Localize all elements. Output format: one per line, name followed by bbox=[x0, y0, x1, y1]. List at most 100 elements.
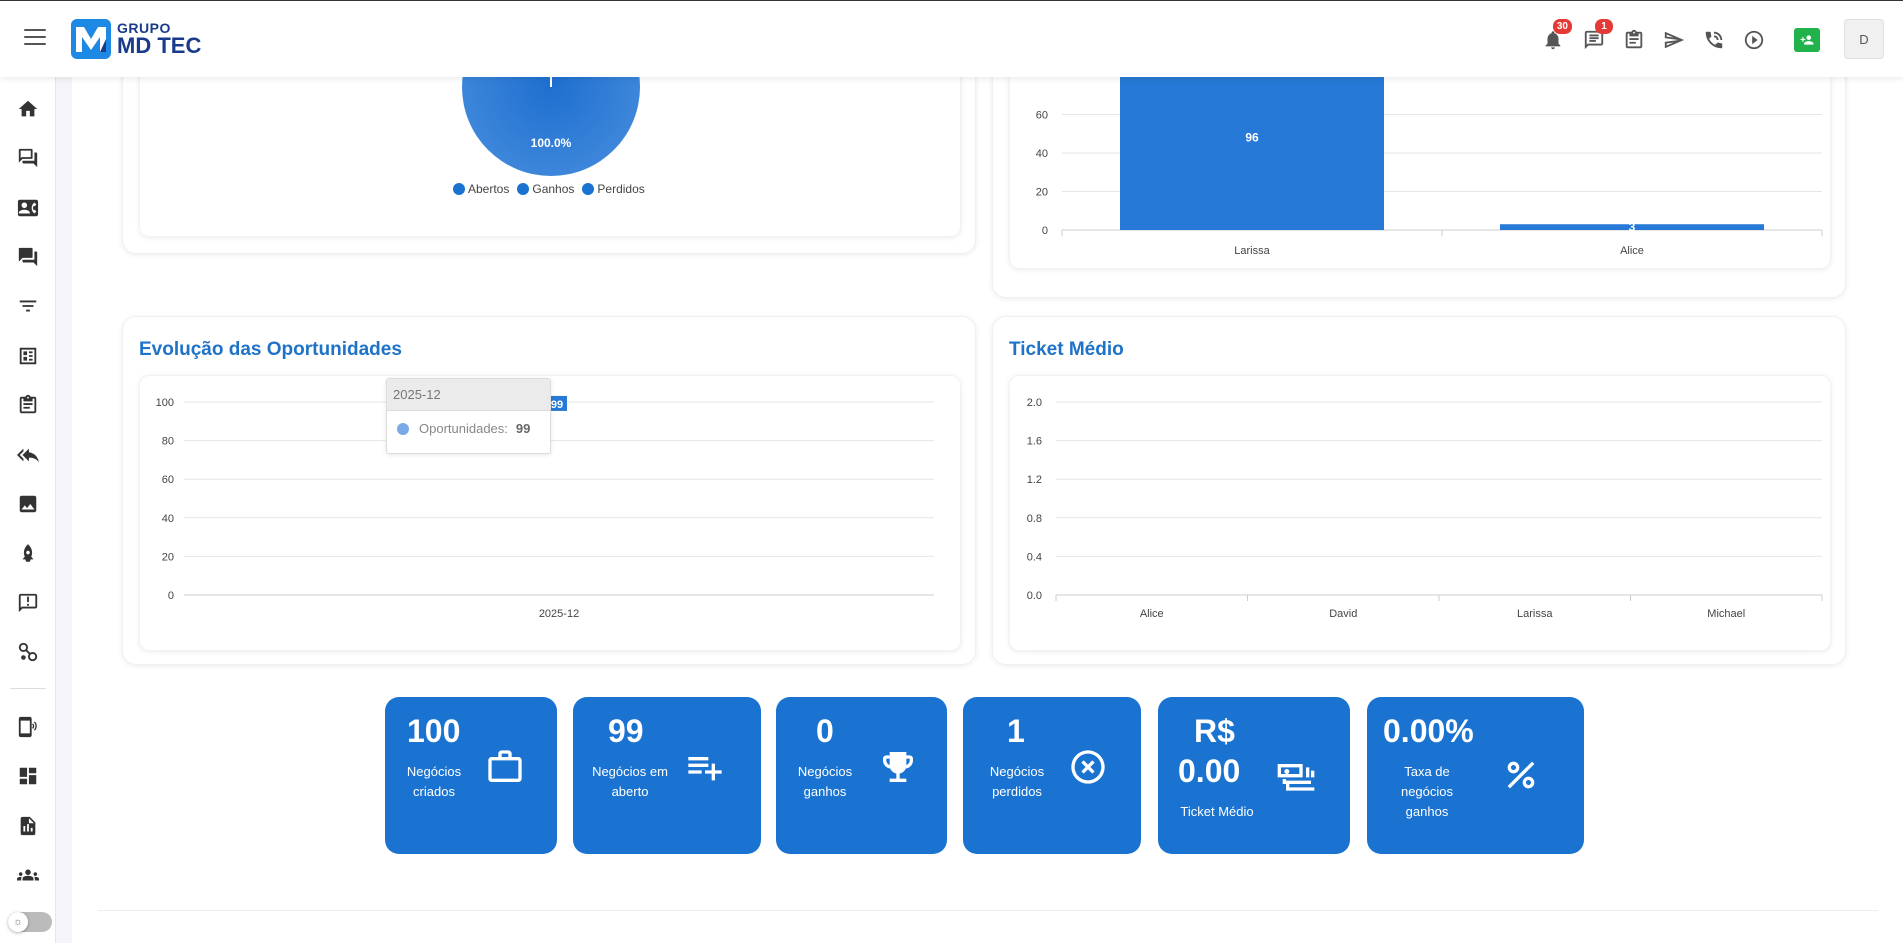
phone-icon bbox=[1705, 31, 1723, 49]
kpi-label: Ticket Médio bbox=[1172, 802, 1262, 822]
main-content: 100.0% Abertos Ganhos Perdidos 0 20 40 60 96… bbox=[72, 0, 1903, 943]
bar[interactable] bbox=[1500, 224, 1764, 230]
sidebar-item-reports[interactable] bbox=[14, 812, 42, 840]
y-tick-label: 0.8 bbox=[1027, 513, 1042, 525]
legend-label-abertos: Abertos bbox=[468, 182, 510, 196]
percent-icon bbox=[1501, 755, 1541, 795]
kpi-label-line: Negócios bbox=[989, 764, 1045, 779]
playlist-add-icon bbox=[685, 747, 725, 787]
logo-mark-icon bbox=[71, 19, 111, 59]
evolution-panel: Evolução das Oportunidades 0 20 40 60 80 100 2… bbox=[122, 316, 976, 665]
sidebar-item-integrations[interactable] bbox=[14, 638, 42, 666]
groups-icon bbox=[17, 869, 39, 881]
calls-button[interactable] bbox=[1701, 27, 1727, 53]
legend-item-perdidos[interactable]: Perdidos bbox=[582, 182, 645, 196]
x-tick-label: Alice bbox=[1140, 608, 1164, 620]
x-tick-label: David bbox=[1329, 608, 1357, 620]
tooltip-title: 2025-12 bbox=[387, 379, 550, 411]
sidebar-item-chat[interactable] bbox=[14, 144, 42, 172]
sidebar-item-quick-replies[interactable] bbox=[14, 441, 42, 469]
notifications-button[interactable]: 30 bbox=[1540, 19, 1572, 53]
kpi-card-taxa-ganhos[interactable]: 0.00% Taxa de negócios ganhos bbox=[1367, 697, 1584, 854]
kpi-label: Negócios em aberto bbox=[585, 762, 675, 802]
tooltip-value: 99 bbox=[515, 421, 531, 436]
theme-toggle[interactable]: ☼ bbox=[8, 912, 52, 932]
legend-item-abertos[interactable]: Abertos bbox=[453, 182, 509, 196]
image-icon bbox=[19, 495, 37, 513]
kpi-card-em-aberto[interactable]: 99 Negócios em aberto bbox=[573, 697, 761, 854]
sidebar-item-media[interactable] bbox=[14, 490, 42, 518]
sidebar-item-home[interactable] bbox=[14, 95, 42, 123]
contact-card-icon bbox=[17, 199, 39, 217]
kpi-label-line: ganhos bbox=[1405, 804, 1449, 819]
y-tick-label: 0 bbox=[1042, 225, 1048, 237]
ticket-panel: Ticket Médio 0.0 0.4 0.8 1.2 1.6 2.0 Alice Davi… bbox=[992, 316, 1846, 665]
sidebar-item-feedback[interactable] bbox=[14, 589, 42, 617]
kpi-label: Negócios ganhos bbox=[790, 762, 860, 802]
report-icon bbox=[20, 816, 36, 836]
add-contact-button[interactable] bbox=[1794, 28, 1820, 52]
sidebar-item-connections[interactable] bbox=[14, 713, 42, 741]
sidebar-divider bbox=[10, 688, 46, 689]
evolution-chart: 0 20 40 60 80 100 2025-12 99 bbox=[156, 395, 934, 620]
kpi-card-ganhos[interactable]: 0 Negócios ganhos bbox=[776, 697, 947, 854]
tasks-button[interactable] bbox=[1621, 27, 1647, 53]
feedback-icon bbox=[18, 593, 38, 613]
top-bar: GRUPO MD TEC 30 1 D bbox=[0, 0, 1903, 77]
play-button[interactable] bbox=[1741, 27, 1767, 53]
y-tick-label: 0.0 bbox=[1027, 590, 1042, 602]
kpi-card-perdidos[interactable]: 1 Negócios perdidos bbox=[963, 697, 1141, 854]
y-tick-label: 100 bbox=[156, 397, 174, 409]
sun-icon: ☼ bbox=[8, 912, 28, 932]
bell-icon bbox=[1545, 31, 1561, 50]
reply-all-icon bbox=[17, 448, 39, 463]
sidebar-item-dashboard[interactable] bbox=[14, 342, 42, 370]
notifications-badge: 30 bbox=[1552, 19, 1572, 34]
chart-tooltip: 2025-12 Oportunidades: 99 bbox=[386, 378, 551, 454]
sidebar-item-filter[interactable] bbox=[14, 292, 42, 320]
user-avatar[interactable]: D bbox=[1844, 19, 1884, 59]
brand-logo[interactable]: GRUPO MD TEC bbox=[71, 19, 201, 59]
kpi-card-ticket-medio[interactable]: R$ 0.00 Ticket Médio bbox=[1158, 697, 1350, 854]
point-label-bg bbox=[547, 395, 567, 411]
play-circle-icon bbox=[1744, 30, 1764, 50]
kpi-value: 99 bbox=[608, 713, 644, 749]
kpi-label-line: criados bbox=[413, 784, 455, 799]
x-tick-label: Alice bbox=[1620, 245, 1644, 257]
sidebar-item-tasks[interactable] bbox=[14, 391, 42, 419]
tooltip-series-dot bbox=[397, 422, 409, 435]
tooltip-series-label: Oportunidades: bbox=[419, 421, 508, 436]
bar-value-label: 3 bbox=[1629, 220, 1636, 234]
kpi-label-line: Negócios em bbox=[592, 764, 668, 779]
messages-button[interactable]: 1 bbox=[1581, 19, 1613, 53]
kpi-label-line: Negócios bbox=[406, 764, 462, 779]
y-tick-label: 40 bbox=[162, 513, 174, 525]
x-tick-label: Michael bbox=[1707, 608, 1745, 620]
y-tick-label: 2.0 bbox=[1027, 397, 1042, 409]
sidebar-item-teams[interactable] bbox=[14, 861, 42, 889]
kpi-value: 0 bbox=[816, 713, 834, 749]
trophy-icon bbox=[878, 747, 918, 787]
cancel-circle-icon bbox=[1068, 747, 1108, 787]
tooltip-row: Oportunidades: 99 bbox=[387, 411, 550, 446]
brand-line1: GRUPO bbox=[117, 20, 171, 36]
y-tick-label: 0 bbox=[168, 590, 174, 602]
ticket-title: Ticket Médio bbox=[1009, 339, 1124, 360]
sidebar-item-panels[interactable] bbox=[14, 762, 42, 790]
sidebar-item-forum[interactable] bbox=[14, 243, 42, 271]
legend-label-perdidos: Perdidos bbox=[597, 182, 645, 196]
menu-icon[interactable] bbox=[24, 29, 46, 47]
kpi-card-criados[interactable]: 100 Negócios criados bbox=[385, 697, 557, 854]
footer-divider bbox=[98, 910, 1878, 911]
kpi-label-line: Ticket Médio bbox=[1180, 804, 1254, 819]
legend-item-ganhos[interactable]: Ganhos bbox=[517, 182, 574, 196]
kpi-label-line: aberto bbox=[611, 784, 649, 799]
kpi-label: Negócios criados bbox=[399, 762, 469, 802]
sidebar-item-contacts[interactable] bbox=[14, 194, 42, 222]
send-button[interactable] bbox=[1661, 27, 1687, 53]
y-tick-label: 20 bbox=[162, 551, 174, 563]
sidebar: ☼ bbox=[0, 77, 56, 943]
kpi-label-line: Taxa de bbox=[1404, 764, 1450, 779]
sidebar-item-campaigns[interactable] bbox=[14, 539, 42, 567]
phone-connect-icon bbox=[18, 716, 37, 738]
